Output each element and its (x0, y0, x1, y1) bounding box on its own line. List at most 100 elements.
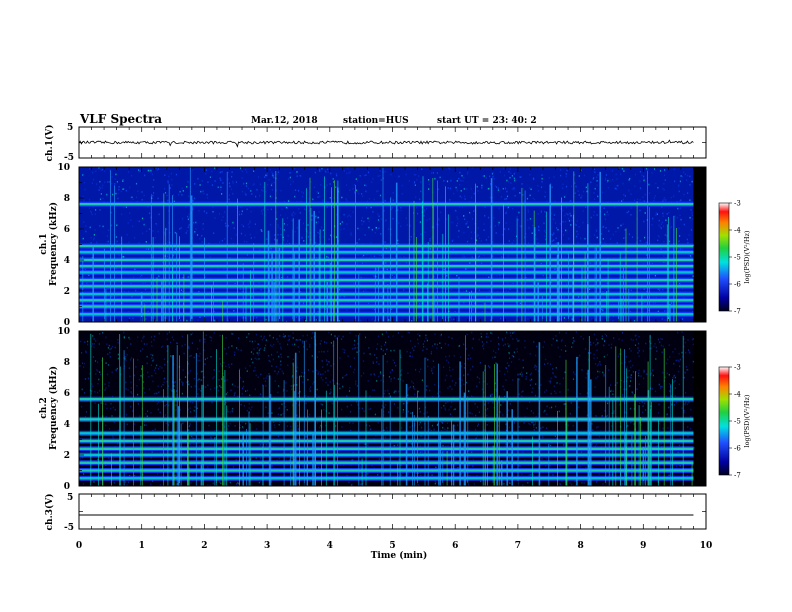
spectrogram-pixel (683, 338, 685, 340)
spectrogram-pixel (643, 220, 645, 223)
spectrogram-pixel (689, 184, 691, 186)
spectrogram-pixel (522, 484, 524, 486)
spectrogram-pixel (287, 276, 289, 278)
spectrogram-pixel (622, 182, 624, 185)
spectrogram-pixel (507, 206, 509, 209)
spectrogram-pixel (626, 211, 628, 214)
spectrogram-pixel (257, 376, 259, 378)
spectrogram-pixel (639, 180, 641, 182)
spectrogram-pixel (611, 296, 613, 298)
spectrogram-pixel (94, 402, 96, 404)
spectrogram-pixel (502, 414, 504, 416)
spectrogram-pixel (154, 320, 157, 322)
spectrogram-pixel (230, 188, 232, 191)
spectrogram-pixel (558, 331, 561, 334)
spectrogram-pixel (440, 296, 442, 298)
spectrogram-pixel (318, 233, 320, 235)
spectrogram-pixel (264, 176, 266, 178)
spectrogram-pixel (528, 187, 530, 189)
spectrogram-pixel (245, 168, 247, 171)
spectrogram-pixel (631, 391, 633, 393)
spectrogram-pixel (406, 224, 408, 226)
spectrogram-pixel (535, 415, 537, 418)
spectrogram-pixel (175, 248, 177, 251)
spectrogram-pixel (136, 196, 138, 199)
spectrogram-pixel (385, 404, 387, 406)
spectrogram-pixel (221, 239, 223, 242)
spectrogram-pixel (107, 181, 109, 183)
spectrogram-pixel (360, 276, 362, 279)
spectrogram-pixel (466, 172, 468, 175)
spectrogram-pixel (227, 171, 229, 174)
spectrogram-pixel (632, 339, 634, 341)
spectrogram-pixel (643, 377, 645, 380)
spectrogram-pixel (157, 197, 159, 200)
spectrogram-pixel (410, 457, 412, 459)
spectrogram-pixel (308, 197, 310, 200)
spectrogram-pixel (559, 382, 561, 385)
spectrogram-pixel (242, 225, 245, 228)
spectrogram-pixel (402, 411, 404, 413)
spectrogram-pixel (523, 200, 526, 202)
spectrogram-pixel (212, 210, 214, 213)
spectrogram-pixel (154, 369, 156, 372)
spectrogram-pixel (152, 186, 154, 188)
spectrogram-pixel (612, 393, 614, 396)
spectrogram-pixel (197, 359, 199, 362)
spectrogram-pixel (449, 385, 451, 388)
spectrogram-pixel (586, 372, 588, 375)
spectrogram-pixel (158, 275, 160, 277)
spectrogram-pixel (449, 199, 451, 201)
spectrogram-pixel (102, 184, 104, 187)
spectrogram-pixel (125, 481, 127, 483)
spectrogram-pixel (135, 289, 137, 292)
spectrogram-pixel (328, 238, 331, 241)
spectrogram-pixel (628, 472, 630, 475)
spectrogram-pixel (320, 376, 322, 379)
spectrogram-pixel (380, 484, 382, 486)
spectrogram-pixel (204, 338, 206, 341)
spectrogram-pixel (339, 223, 341, 225)
spectrogram-pixel (338, 320, 340, 322)
spectrogram-pixel (192, 401, 194, 404)
spectrogram-pixel (250, 457, 252, 460)
spectrogram-pixel (533, 424, 535, 426)
spectrogram-pixel (277, 413, 279, 416)
spectrogram-pixel (519, 465, 521, 467)
spectrogram-pixel (348, 214, 350, 216)
spectrogram-pixel (129, 317, 131, 320)
spectrogram-pixel (498, 343, 500, 345)
spectrogram-pixel (473, 192, 475, 195)
spectrogram-pixel (218, 213, 221, 215)
spectrogram-pixel (418, 370, 420, 373)
spectrogram-pixel (667, 358, 669, 361)
spectrogram-pixel (507, 207, 509, 210)
spectrogram-pixel (231, 383, 234, 386)
spectrogram-pixel (206, 212, 208, 214)
spectrogram-pixel (677, 216, 679, 219)
spectrogram-pixel (167, 199, 169, 202)
spectrogram-pixel (630, 374, 632, 376)
spectrogram-pixel (642, 411, 644, 414)
spectrogram-pixel (519, 192, 521, 194)
spectrogram-pixel (574, 373, 576, 376)
spectrogram-pixel (276, 218, 278, 220)
spectrogram-pixel (326, 206, 328, 208)
spectrogram-pixel (184, 343, 186, 346)
spectrogram-pixel (349, 189, 351, 191)
spectrogram-pixel (240, 232, 243, 235)
spectrogram-pixel (248, 333, 250, 335)
spectrogram-pixel (622, 456, 624, 459)
spectrogram-pixel (188, 345, 190, 348)
spectrogram-pixel (602, 483, 604, 485)
spectrogram-pixel (306, 262, 308, 264)
spectrogram-pixel (388, 411, 390, 413)
spectrogram-pixel (499, 296, 502, 299)
spectrogram-pixel (575, 185, 577, 188)
spectrogram-pixel (277, 233, 279, 236)
spectrogram-pixel (228, 198, 230, 201)
spectrogram-pixel (398, 390, 400, 393)
spectrogram-pixel (138, 220, 140, 223)
spectrogram-pixel (683, 376, 685, 379)
figure-title: VLF Spectra (79, 112, 162, 126)
